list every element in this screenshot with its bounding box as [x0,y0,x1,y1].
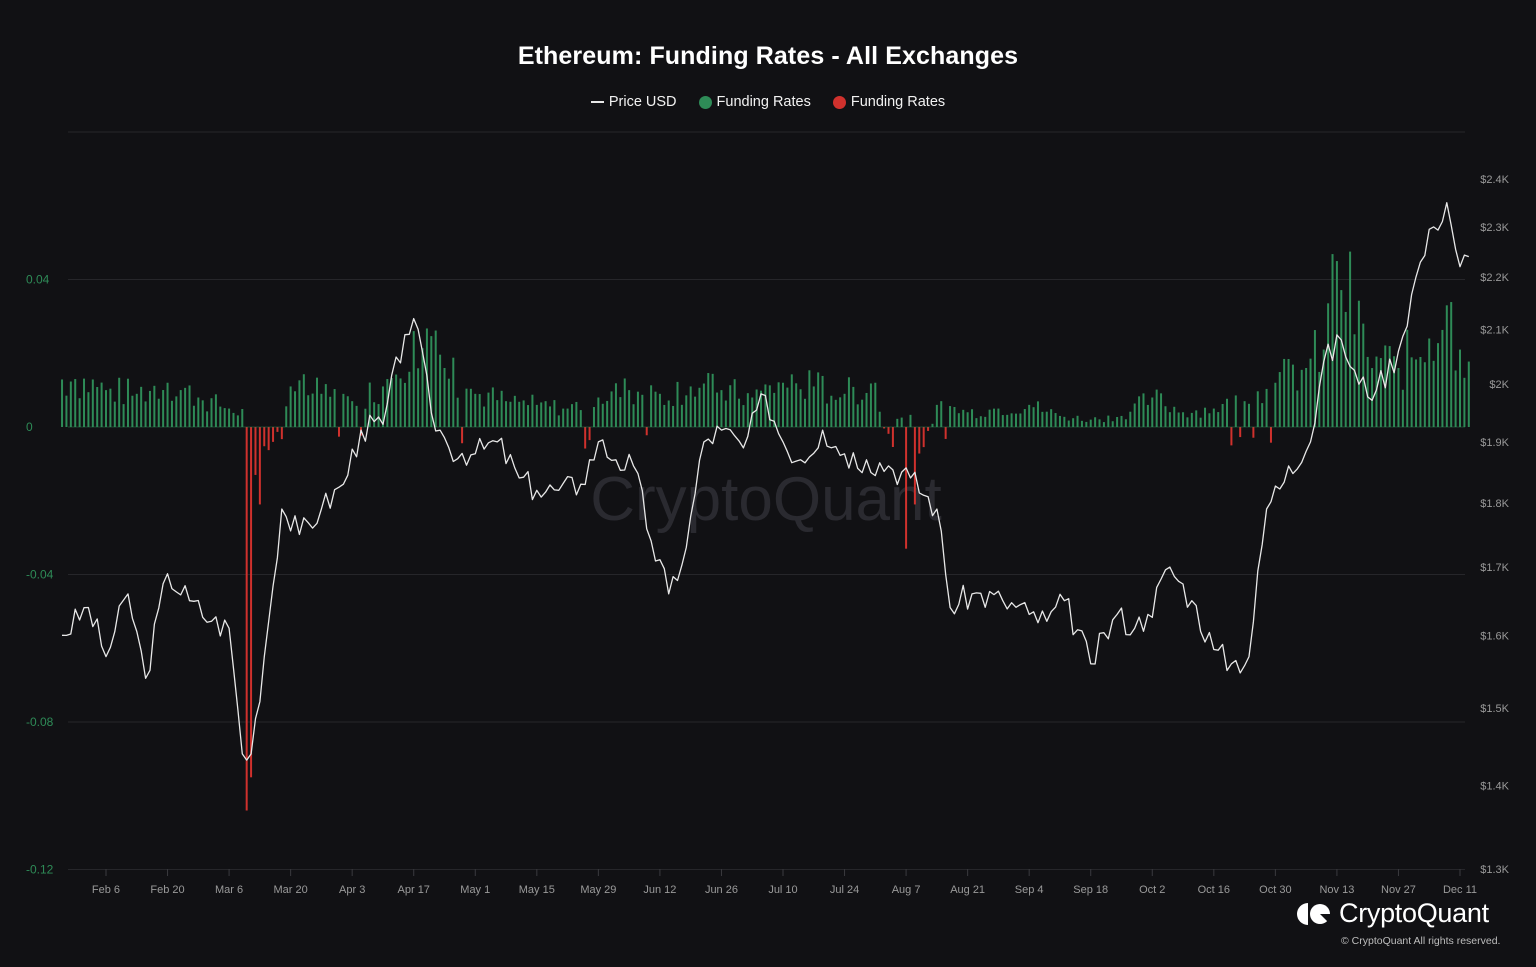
chart-legend: Price USD Funding Rates Funding Rates [0,94,1536,110]
watermark: CryptoQuant [590,465,942,534]
svg-text:Nov 13: Nov 13 [1319,884,1354,896]
svg-text:$2K: $2K [1489,379,1509,391]
svg-text:Apr 17: Apr 17 [398,884,430,896]
svg-text:Jul 24: Jul 24 [830,884,859,896]
legend-label: Price USD [608,94,677,110]
gridlines [68,131,1465,870]
line-swatch-icon [590,101,604,103]
svg-text:Jun 12: Jun 12 [643,884,676,896]
svg-text:-0.04: -0.04 [26,568,54,582]
right-axis: $2.4K $2.3K $2.2K $2.1K $2K $1.9K $1.8K $1.7K $1… [1480,174,1509,876]
svg-text:Sep 18: Sep 18 [1073,884,1108,896]
legend-item-price[interactable]: Price USD [590,94,677,110]
svg-text:Jun 26: Jun 26 [705,884,738,896]
left-axis: 0.04 0 -0.04 -0.08 -0.12 [26,273,54,877]
svg-text:Apr 3: Apr 3 [339,884,365,896]
svg-text:Feb 6: Feb 6 [92,884,120,896]
svg-text:Feb 20: Feb 20 [150,884,184,896]
svg-text:Jul 10: Jul 10 [768,884,797,896]
svg-text:0: 0 [26,420,33,434]
legend-label: Funding Rates [716,94,811,110]
brand-name: CryptoQuant [1339,898,1489,928]
svg-text:Dec 11: Dec 11 [1443,884,1477,896]
legend-label: Funding Rates [850,94,946,110]
svg-text:$1.8K: $1.8K [1480,498,1509,510]
red-dot-icon [832,95,846,109]
svg-text:May 1: May 1 [460,884,490,896]
svg-text:Mar 20: Mar 20 [274,884,308,896]
svg-text:$1.6K: $1.6K [1480,630,1509,642]
svg-text:Mar 6: Mar 6 [215,884,243,896]
svg-text:$1.9K: $1.9K [1480,437,1509,449]
svg-text:$1.4K: $1.4K [1480,781,1509,793]
svg-text:$2.4K: $2.4K [1480,174,1509,186]
svg-text:$2.1K: $2.1K [1480,324,1509,336]
price-line [61,202,1470,761]
svg-text:-0.12: -0.12 [26,863,54,877]
svg-text:Oct 16: Oct 16 [1198,884,1230,896]
svg-text:0.04: 0.04 [26,273,50,287]
svg-text:May 29: May 29 [580,884,616,896]
svg-text:Aug 21: Aug 21 [950,884,985,896]
legend-item-funding-positive[interactable]: Funding Rates [698,94,811,110]
svg-text:Nov 27: Nov 27 [1381,884,1416,896]
cryptoquant-logo-icon [1297,902,1330,925]
chart-title: Ethereum: Funding Rates - All Exchanges [517,42,1019,70]
svg-text:$1.5K: $1.5K [1480,703,1509,715]
svg-text:Oct 2: Oct 2 [1139,884,1165,896]
svg-text:-0.08: -0.08 [26,715,54,729]
cryptoquant-logo: CryptoQuant [1297,898,1489,929]
svg-text:$1.3K: $1.3K [1480,864,1509,876]
funding-rate-bars [61,251,1470,811]
x-axis: Feb 6 Feb 20 Mar 6 Mar 20 Apr 3 Apr 17 May 1 Ma… [92,869,1477,896]
svg-text:$2.2K: $2.2K [1480,272,1509,284]
svg-text:May 15: May 15 [519,884,555,896]
green-dot-icon [698,95,712,109]
svg-text:Aug 7: Aug 7 [892,884,921,896]
svg-text:$1.7K: $1.7K [1480,562,1509,574]
copyright-text: © CryptoQuant All rights reserved. [1341,935,1501,947]
svg-text:Sep 4: Sep 4 [1015,884,1044,896]
svg-text:$2.3K: $2.3K [1480,222,1509,234]
svg-text:Oct 30: Oct 30 [1259,884,1291,896]
legend-item-funding-negative[interactable]: Funding Rates [832,94,946,110]
